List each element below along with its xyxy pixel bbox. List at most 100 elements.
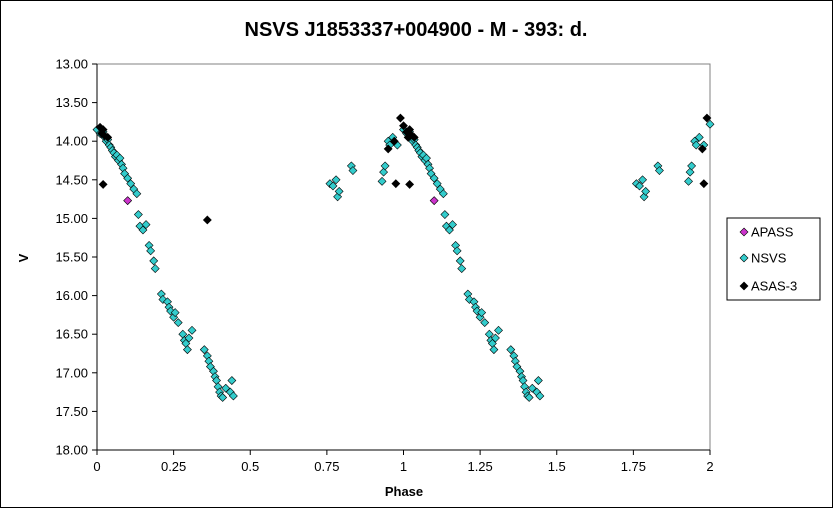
chart-title: NSVS J1853337+004900 - M - 393: d. [245,19,588,41]
data-point-nsvs [133,210,143,219]
y-tick-label: 16.00 [55,288,88,303]
legend-marker [739,281,749,291]
data-point-nsvs [694,132,704,142]
y-tick-label: 14.50 [55,172,88,187]
data-point-nsvs [477,308,487,318]
data-point-nsvs [524,393,534,402]
data-point-nsvs [535,391,545,401]
data-point-nsvs [455,256,465,266]
data-point-nsvs [170,308,180,318]
data-point-nsvs [655,166,664,175]
data-point-nsvs [638,175,647,185]
data-point-nsvs [377,176,387,186]
data-point-asas3 [399,121,408,131]
data-point-nsvs [348,166,358,175]
data-point-asas3 [202,215,212,225]
data-point-nsvs [429,173,439,183]
data-point-apass [123,196,133,206]
data-point-asas3 [383,144,393,154]
data-point-nsvs [445,225,454,235]
data-point-nsvs [227,376,237,385]
data-point-nsvs [457,264,467,274]
data-point-nsvs [705,119,715,129]
x-tick-label: 0.5 [241,459,259,474]
data-point-nsvs [533,376,543,385]
data-point-asas3 [409,132,419,142]
data-point-nsvs [149,256,159,266]
y-axis: 13.00 13.50 14.00 14.50 15.00 15.50 16.00 16.50… [55,57,98,458]
data-point-nsvs [685,167,695,177]
data-point-nsvs [440,210,450,219]
legend-marker [739,227,749,237]
legend-label: NSVS [751,251,787,266]
data-point-nsvs [379,167,389,177]
legend-label: APASS [751,225,794,240]
data-point-nsvs [126,179,136,189]
data-point-nsvs [635,181,644,191]
data-point-nsvs [687,161,697,171]
data-point-nsvs [184,333,194,343]
data-point-nsvs [448,220,457,230]
data-point-asas3 [391,179,401,189]
x-tick-label: 0.75 [314,459,339,474]
legend-label: ASAS-3 [751,279,797,294]
y-tick-label: 15.50 [55,250,88,265]
data-point-asas3 [699,179,709,189]
legend: APASS NSVS ASAS-3 [726,217,821,301]
data-point-nsvs [489,345,499,355]
data-point-nsvs [123,173,133,183]
data-point-nsvs [684,176,693,186]
data-point-nsvs [173,318,183,328]
data-point-nsvs [527,383,537,393]
x-tick-label: 1 [400,459,407,474]
x-tick-label: 1.25 [467,459,492,474]
y-tick-label: 13.50 [55,95,88,110]
y-tick-label: 18.00 [55,443,88,458]
data-point-nsvs [182,345,192,355]
data-point-nsvs [187,325,197,335]
data-point-nsvs [218,393,228,402]
data-point-nsvs [150,264,160,274]
y-tick-label: 13.00 [55,57,88,72]
data-point-asas3 [98,180,108,189]
data-point-nsvs [480,318,490,328]
data-point-nsvs [199,345,209,355]
y-tick-label: 17.50 [55,404,88,419]
y-tick-label: 16.50 [55,327,88,342]
data-point-nsvs [438,189,448,199]
data-point-nsvs [432,179,442,189]
y-tick-label: 15.00 [55,211,88,226]
data-point-nsvs [141,220,151,230]
data-points [92,113,715,402]
data-point-nsvs [331,175,341,185]
legend-marker [739,253,749,263]
data-point-nsvs [506,345,516,355]
data-point-nsvs [138,225,148,235]
x-tick-label: 2 [706,459,713,474]
y-tick-label: 14.00 [55,134,88,149]
data-point-nsvs [491,333,500,343]
x-axis: 0 0.25 0.5 0.75 1 1.25 1.5 1.75 2 [93,449,714,474]
data-point-asas3 [697,144,707,154]
x-axis-label: Phase [385,484,423,499]
x-tick-label: 0.25 [161,459,186,474]
y-axis-label: V [16,253,31,262]
y-tick-label: 17.00 [55,365,88,380]
data-point-nsvs [494,325,503,335]
data-point-nsvs [452,246,462,256]
data-point-apass [429,196,439,206]
data-point-asas3 [405,180,415,189]
data-point-nsvs [146,246,156,256]
data-point-nsvs [328,181,338,191]
x-tick-label: 0 [93,459,100,474]
data-point-nsvs [691,140,701,150]
data-point-nsvs [132,189,142,199]
data-point-nsvs [641,186,651,196]
data-point-nsvs [380,161,390,171]
data-point-asas3 [396,113,405,123]
x-tick-label: 1.5 [548,459,566,474]
data-point-nsvs [334,186,344,196]
data-point-nsvs [221,383,231,393]
data-point-asas3 [702,113,712,123]
